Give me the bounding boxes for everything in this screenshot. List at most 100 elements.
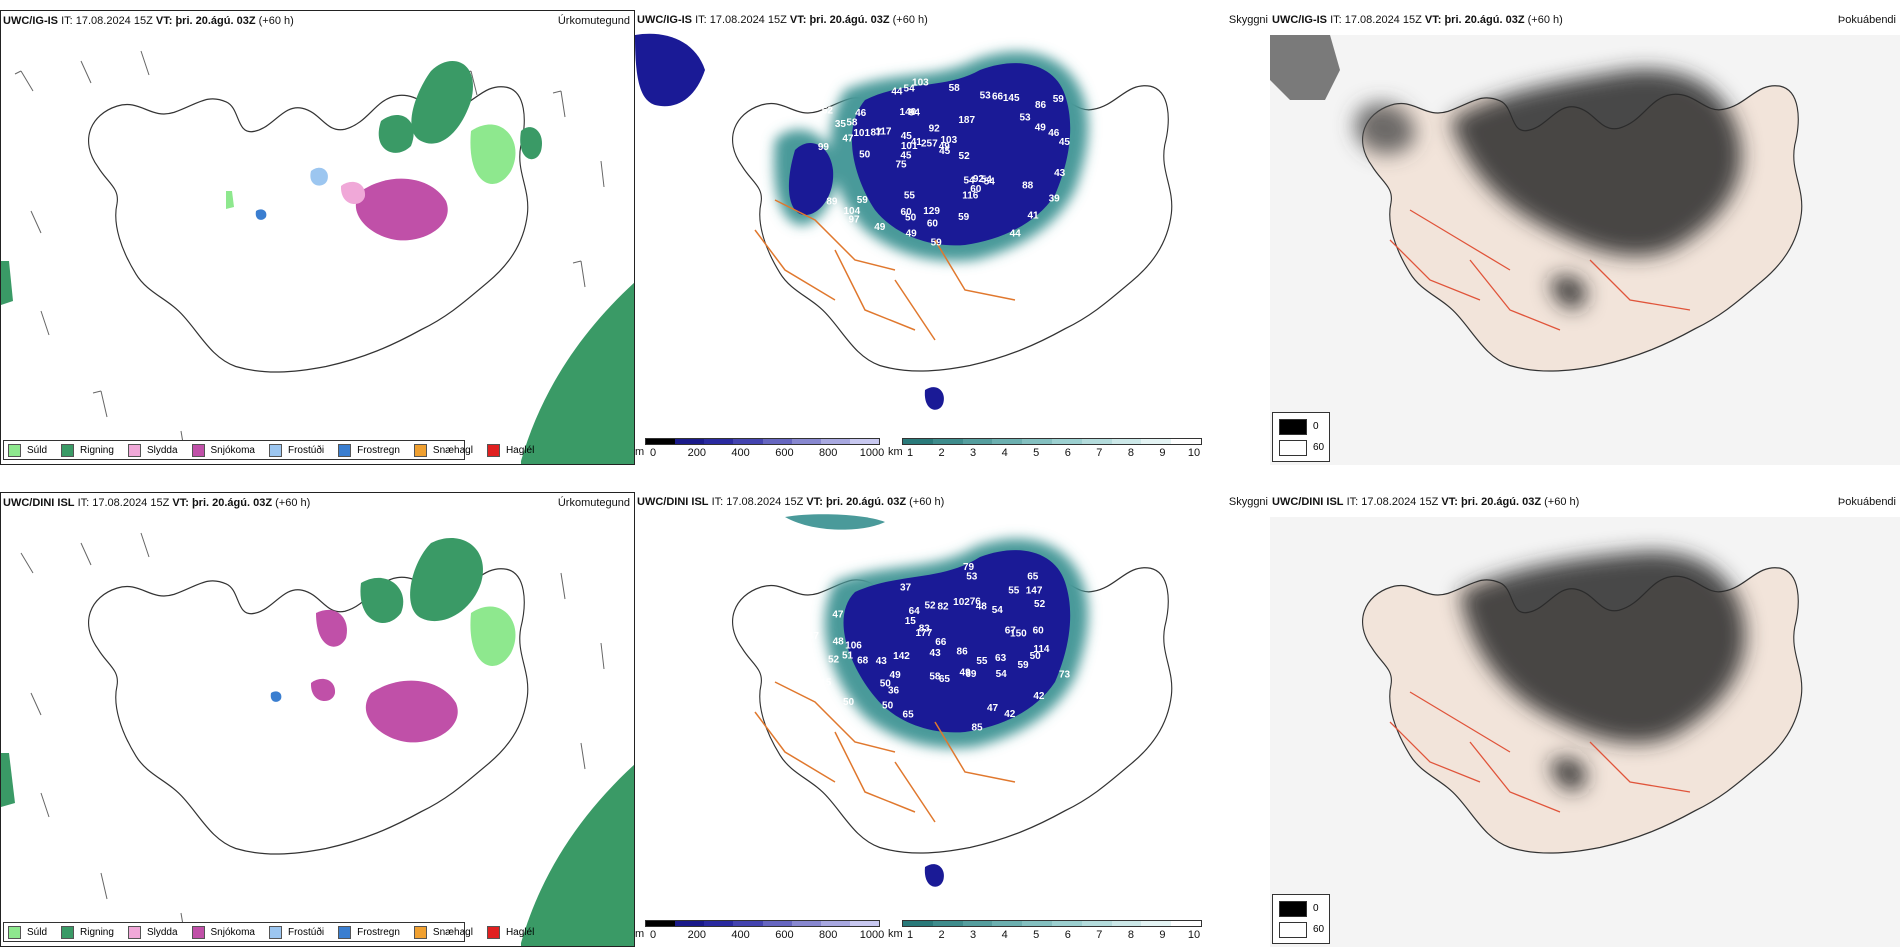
cloud-base-value: 54 xyxy=(904,84,916,95)
legend-item: Snæhagl xyxy=(413,443,473,457)
scale-tick-label: 600 xyxy=(775,447,794,459)
snow-area xyxy=(355,178,448,241)
scale-swatch xyxy=(962,439,993,444)
cloud-base-value: 62 xyxy=(822,106,834,117)
cloud-base-value: 60 xyxy=(901,207,913,218)
panel-name: Þokuábendi xyxy=(1837,14,1896,26)
panel-name: Skyggni xyxy=(1228,14,1268,26)
cloud-base-value: 43 xyxy=(930,648,942,659)
cloud-base-value: 52 xyxy=(1034,599,1046,610)
cloud-base-value: 49 xyxy=(1035,122,1047,133)
cloud-base-value: 54 xyxy=(984,177,996,188)
cloud-base-value: 47 xyxy=(987,703,999,714)
legend-item: Snjókoma xyxy=(191,443,255,457)
scale-tick-label: 5 xyxy=(1033,447,1040,459)
scale-tick-label: 7 xyxy=(1096,929,1103,941)
cloud-base-value: 103 xyxy=(940,135,957,146)
precip-type-legend: Súld Rigning Slydda Snjókoma Frostúði Fr… xyxy=(3,922,534,942)
cloud-base-value: 55 xyxy=(976,656,988,667)
fog-panel-row2: UWC/DINI ISL IT: 17.08.2024 15Z VT: þri.… xyxy=(1270,492,1900,947)
scale-swatch xyxy=(791,921,821,926)
cloud-base-value: 44 xyxy=(1010,229,1022,240)
scale-swatch xyxy=(704,921,734,926)
scale-swatch xyxy=(1022,439,1052,444)
legend-item: Slydda xyxy=(127,443,178,457)
scale-swatch xyxy=(675,921,705,926)
scale-swatch xyxy=(1081,921,1112,926)
scale-swatch xyxy=(646,439,676,444)
cloud-base-value: 67 xyxy=(1005,625,1017,636)
scale-swatch xyxy=(675,439,705,444)
fog-legend: 0 60 xyxy=(1272,894,1330,944)
precip-type-panel-row1: UWC/IG-IS IT: 17.08.2024 15Z VT: þri. 20… xyxy=(0,10,635,465)
legend-item: Frostúði xyxy=(268,443,324,457)
cloud-base-value: 79 xyxy=(963,562,975,573)
cloud-base-value: 64 xyxy=(909,606,921,617)
cloud-base-value: 68 xyxy=(857,656,869,667)
low-cloud-area xyxy=(843,550,1071,733)
cloud-base-value: 41 xyxy=(1027,211,1039,222)
cloud-base-value: 35 xyxy=(835,119,847,130)
cloud-base-value: 50 xyxy=(843,697,855,708)
cloud-base-value: 147 xyxy=(1026,585,1043,596)
scale-swatch xyxy=(820,921,850,926)
scale-tick-label: 6 xyxy=(1064,447,1071,459)
cloud-base-value: 41 xyxy=(911,137,923,148)
scale-swatch xyxy=(733,921,763,926)
scale-tick-label: 0 xyxy=(649,447,657,459)
cloud-base-labels: 51 49 42 47 50 43 54 52 48 42 36 37 86 15 63 66 47 65 82 67… xyxy=(808,562,1071,734)
cloud-base-value: 43 xyxy=(1054,168,1066,179)
fog-swatch-0 xyxy=(1279,901,1307,917)
cloud-base-value: 53 xyxy=(980,91,992,102)
panel-title: UWC/IG-IS IT: 17.08.2024 15Z VT: þri. 20… xyxy=(3,15,294,27)
cloud-base-value: 54 xyxy=(992,605,1004,616)
cloud-base-value: 45 xyxy=(939,146,951,157)
legend-item: Frostregn xyxy=(338,443,400,457)
fog-swatch-60 xyxy=(1279,440,1307,456)
cloud-base-value: 45 xyxy=(901,131,913,142)
scale-swatch xyxy=(903,921,933,926)
cloud-base-value: 59 xyxy=(1053,94,1065,105)
cloud-base-value: 86 xyxy=(957,646,969,657)
scale-tick-label: 8 xyxy=(1127,447,1134,459)
scale-swatch xyxy=(1141,439,1172,444)
cloud-base-value: 59 xyxy=(857,195,869,206)
scale-swatch xyxy=(1022,921,1052,926)
cloud-base-value: 54 xyxy=(996,669,1008,680)
cloud-base-value: 52 xyxy=(959,151,971,162)
panel-title: UWC/DINI ISL IT: 17.08.2024 15Z VT: þri.… xyxy=(1272,496,1580,508)
coastline xyxy=(87,568,529,855)
cloud-base-value: 52 xyxy=(828,654,840,665)
cloud-base-value: 101 xyxy=(901,141,918,152)
cloud-base-value: 114 xyxy=(1033,644,1050,655)
cloud-base-value: 48 xyxy=(976,602,988,613)
cloud-base-value: 87 xyxy=(871,128,883,139)
cloud-base-value: 257 xyxy=(921,138,938,149)
cloud-base-value: 85 xyxy=(971,722,983,733)
panel-name: Skyggni xyxy=(1228,496,1268,508)
fog-panel-row1: UWC/IG-IS IT: 17.08.2024 15Z VT: þri. 20… xyxy=(1270,10,1900,465)
cloud-base-value: 55 xyxy=(904,191,916,202)
cloud-base-value: 50 xyxy=(880,679,892,690)
scale-tick-label: 3 xyxy=(970,929,977,941)
legend-item: Frostregn xyxy=(338,925,400,939)
cloud-base-value: 101 xyxy=(853,128,870,139)
cloud-base-value: 50 xyxy=(859,149,871,160)
cloud-base-value: 94 xyxy=(909,108,921,119)
cloud-base-value: 129 xyxy=(923,206,940,217)
cloud-base-value: 60 xyxy=(970,184,982,195)
precip-type-map xyxy=(1,532,634,946)
cloud-base-value: 59 xyxy=(958,212,970,223)
precip-type-legend: Súld Rigning Slydda Snjókoma Frostúði Fr… xyxy=(3,440,534,460)
scale-tick-label: 200 xyxy=(687,929,706,941)
scale-swatch xyxy=(1111,439,1142,444)
cloud-base-value: 99 xyxy=(818,142,830,153)
scale-tick-label: 1 xyxy=(906,447,914,459)
scale-swatch xyxy=(1051,439,1082,444)
fog-map xyxy=(1270,517,1900,947)
panel-name: Úrkomutegund xyxy=(557,497,630,509)
legend-item: Haglél xyxy=(486,925,534,939)
cloud-base-value: 47 xyxy=(832,610,844,621)
rain-area-ne xyxy=(411,61,473,144)
panel-title: UWC/IG-IS IT: 17.08.2024 15Z VT: þri. 20… xyxy=(637,14,928,26)
